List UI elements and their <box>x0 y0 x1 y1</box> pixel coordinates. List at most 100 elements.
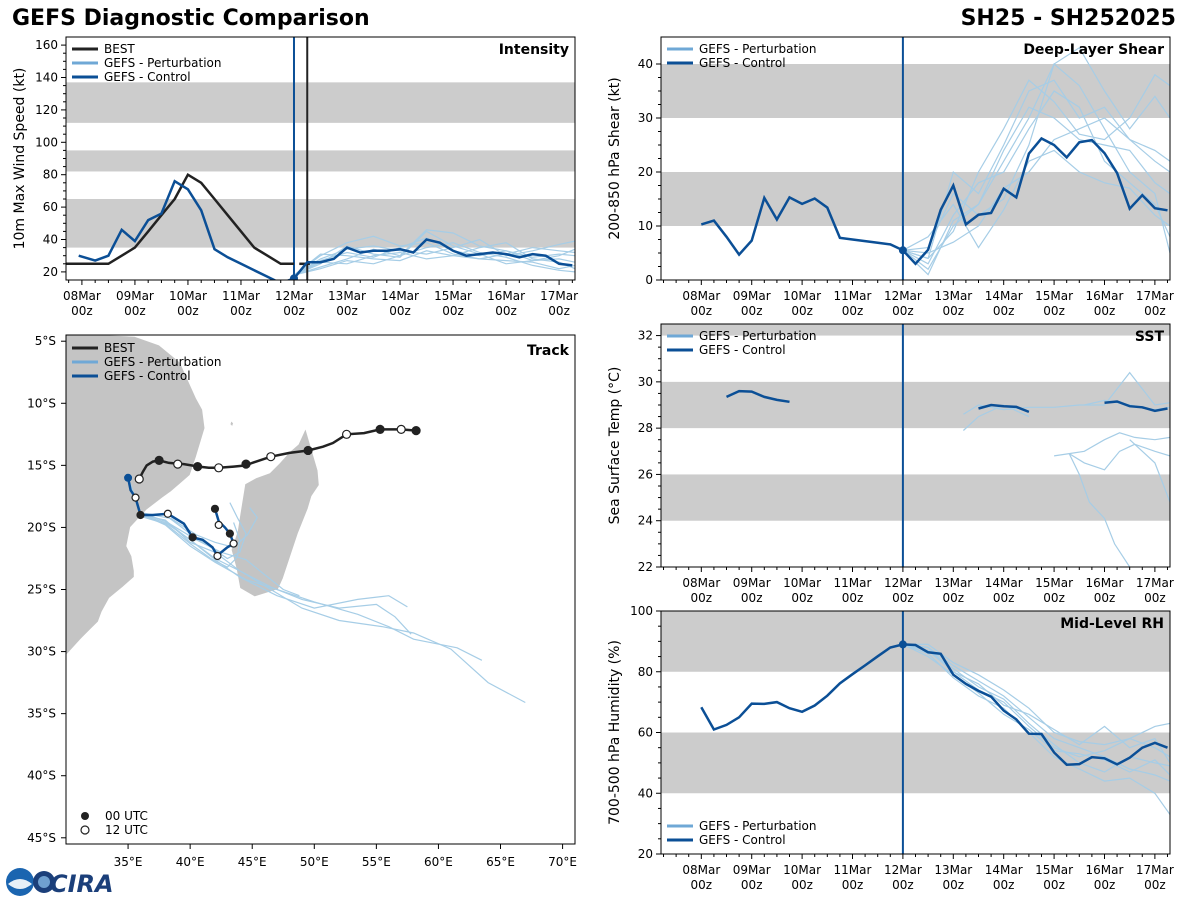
sst-xtick-hour: 00z <box>741 591 763 605</box>
shear-perturbation-line <box>902 79 1170 260</box>
sst-ytick-label: 26 <box>638 467 653 481</box>
rh-xtick-hour: 00z <box>691 878 713 892</box>
track-xtick-label: 70°E <box>548 855 577 869</box>
sst-ytick-label: 24 <box>638 514 653 528</box>
shear-ytick-label: 10 <box>638 219 653 233</box>
shear-xtick-day: 16Mar <box>1086 289 1124 303</box>
panel-sst: 22242628303208Mar00z09Mar00z10Mar00z11Ma… <box>607 323 1174 605</box>
sst-control-line <box>978 403 1030 414</box>
intensity-ytick-label: 60 <box>43 200 58 214</box>
legend-label-pert: GEFS - Perturbation <box>699 329 816 343</box>
shear-xtick-hour: 00z <box>993 304 1015 318</box>
shear-plot-area <box>661 37 1170 280</box>
track-xtick-label: 40°E <box>176 855 205 869</box>
rh-xtick-day: 09Mar <box>733 863 771 877</box>
shear-shaded-band <box>661 64 1170 118</box>
sst-xtick-day: 12Mar <box>884 576 922 590</box>
track-best-point <box>192 461 203 472</box>
legend-marker-12utc <box>80 825 90 835</box>
intensity-ytick-label: 40 <box>43 233 58 247</box>
rh-xtick-hour: 00z <box>741 878 763 892</box>
intensity-xtick-day: 17Mar <box>540 289 578 303</box>
shear-shaded-band <box>661 172 1170 226</box>
intensity-xtick-hour: 00z <box>230 304 252 318</box>
track-xtick-label: 45°E <box>238 855 267 869</box>
intensity-control-line <box>78 179 573 280</box>
intensity-xtick-day: 10Mar <box>169 289 207 303</box>
intensity-perturbation-line <box>293 246 575 276</box>
track-xtick-label: 55°E <box>362 855 391 869</box>
sst-xtick-hour: 00z <box>791 591 813 605</box>
intensity-xtick-hour: 00z <box>71 304 93 318</box>
sst-perturbation-line <box>1068 443 1170 471</box>
track-perturbation-line <box>127 477 241 568</box>
shear-xtick-hour: 00z <box>842 304 864 318</box>
track-best-point <box>341 429 352 439</box>
intensity-ytick-label: 100 <box>35 135 58 149</box>
legend-label-pert: GEFS - Perturbation <box>104 355 221 369</box>
shear-ytick-label: 0 <box>645 273 653 287</box>
intensity-xtick-hour: 00z <box>124 304 146 318</box>
legend-marker-00utc <box>81 812 89 820</box>
rh-perturbation-line <box>902 643 1170 758</box>
shear-perturbation-line <box>902 73 1170 260</box>
track-control-point <box>225 529 234 538</box>
shear-xtick-day: 15Mar <box>1035 289 1073 303</box>
intensity-perturbation-line <box>293 230 575 276</box>
shear-xtick-day: 11Mar <box>834 289 872 303</box>
track-control-point <box>163 509 172 518</box>
intensity-control-init-point <box>289 274 298 280</box>
track-xtick-label: 50°E <box>300 855 329 869</box>
rh-shaded-band <box>661 732 1170 794</box>
track-control-point <box>131 493 140 502</box>
shear-xtick-day: 12Mar <box>884 289 922 303</box>
track-ytick-label: 45°S <box>27 831 56 845</box>
legend-label-control: GEFS - Control <box>699 343 786 357</box>
track-xtick-label: 60°E <box>424 855 453 869</box>
sst-panel-title: SST <box>1135 329 1165 345</box>
intensity-perturbation-line <box>293 235 575 276</box>
sst-perturbation-line <box>963 371 1170 415</box>
rh-xtick-hour: 00z <box>943 878 965 892</box>
shear-xtick-day: 17Mar <box>1136 289 1174 303</box>
intensity-xtick-day: 08Mar <box>63 289 101 303</box>
rh-xtick-hour: 00z <box>791 878 813 892</box>
sst-xtick-day: 17Mar <box>1136 576 1174 590</box>
shear-ytick-label: 40 <box>638 57 653 71</box>
panel-intensity: 2040608010012014016008Mar00z09Mar00z10Ma… <box>12 36 578 318</box>
sst-xtick-hour: 00z <box>1144 591 1166 605</box>
sst-plot-area <box>661 324 1170 567</box>
track-perturbation-line <box>127 477 408 609</box>
intensity-xtick-day: 09Mar <box>116 289 154 303</box>
intensity-xtick-hour: 00z <box>495 304 517 318</box>
sst-xtick-hour: 00z <box>691 591 713 605</box>
intensity-ytick-label: 160 <box>35 38 58 52</box>
intensity-shaded-band <box>66 199 575 248</box>
rh-xtick-hour: 00z <box>1043 878 1065 892</box>
track-control-point <box>136 510 145 520</box>
sst-perturbation-line <box>1068 453 1131 567</box>
legend-label-pert: GEFS - Perturbation <box>104 56 221 70</box>
shear-perturbation-line <box>902 106 1170 276</box>
track-control-point <box>213 551 222 561</box>
sst-xtick-hour: 00z <box>993 591 1015 605</box>
sst-ylabel: Sea Surface Temp (°C) <box>607 367 623 525</box>
rh-ytick-label: 20 <box>638 847 653 861</box>
intensity-ytick-label: 120 <box>35 103 58 117</box>
shear-xtick-day: 09Mar <box>733 289 771 303</box>
rh-panel-title: Mid-Level RH <box>1060 616 1164 632</box>
intensity-best-track-line <box>66 172 294 266</box>
track-best-point <box>375 424 385 434</box>
shear-xtick-day: 10Mar <box>783 289 821 303</box>
shear-panel-title: Deep-Layer Shear <box>1023 42 1164 58</box>
sst-perturbation-line <box>1054 432 1170 457</box>
sst-ytick-label: 28 <box>638 421 653 435</box>
sst-xtick-day: 08Mar <box>682 576 720 590</box>
panel-shear: 01020304008Mar00z09Mar00z10Mar00z11Mar00… <box>607 36 1174 318</box>
panel-track: 35°E 40°E 45°E 50°E 55°E 60°E 65°E 70°E 5°S 10°S 1… <box>27 334 577 869</box>
track-ytick-label: 25°S <box>27 583 56 597</box>
rh-xtick-day: 15Mar <box>1035 863 1073 877</box>
intensity-xtick-hour: 00z <box>283 304 305 318</box>
rh-ylabel: 700-500 hPa Humidity (%) <box>607 640 623 825</box>
